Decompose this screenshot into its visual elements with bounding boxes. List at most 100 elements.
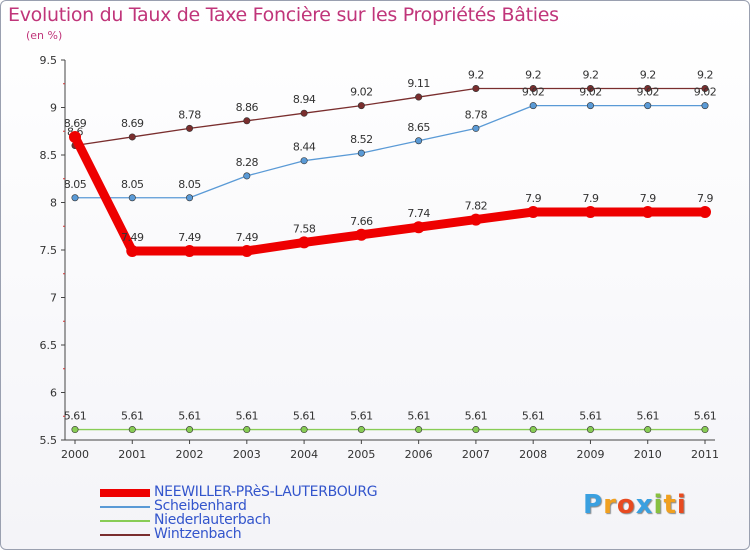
data-point bbox=[529, 426, 537, 434]
data-label: 9.02 bbox=[579, 86, 602, 99]
data-label: 9.2 bbox=[640, 69, 656, 82]
y-tick-label: 9.5 bbox=[40, 54, 58, 67]
data-label: 5.61 bbox=[522, 410, 545, 423]
data-point bbox=[699, 206, 711, 218]
x-tick-label: 2007 bbox=[462, 448, 490, 461]
data-label: 8.78 bbox=[465, 108, 488, 121]
logo-letter: t bbox=[663, 490, 677, 520]
x-tick-label: 2011 bbox=[691, 448, 719, 461]
data-label: 5.61 bbox=[350, 410, 373, 423]
data-label: 5.61 bbox=[465, 410, 488, 423]
data-point bbox=[186, 124, 194, 132]
data-point bbox=[472, 124, 480, 132]
data-label: 9.02 bbox=[522, 86, 545, 99]
data-point bbox=[69, 130, 81, 143]
legend-label: NEEWILLER-PRèS-LAUTERBOURG bbox=[154, 484, 378, 500]
legend-label: Wintzenbach bbox=[154, 526, 242, 542]
data-label: 9.2 bbox=[468, 69, 484, 82]
data-label: 7.9 bbox=[582, 192, 598, 205]
data-label: 9.2 bbox=[582, 69, 598, 82]
data-label: 8.44 bbox=[293, 141, 316, 154]
data-label: 8.94 bbox=[293, 93, 316, 106]
data-point bbox=[243, 117, 251, 125]
legend-label: Scheibenhard bbox=[154, 498, 247, 514]
x-tick-label: 2001 bbox=[118, 448, 146, 461]
proxiti-logo: Proxiti bbox=[583, 490, 687, 520]
x-tick-label: 2004 bbox=[290, 448, 318, 461]
data-label: 8.05 bbox=[178, 178, 201, 191]
data-point bbox=[298, 236, 311, 249]
data-point bbox=[472, 426, 480, 434]
data-point bbox=[128, 194, 136, 202]
legend-item: Wintzenbach bbox=[100, 526, 420, 542]
x-tick-label: 2000 bbox=[61, 448, 89, 461]
legend-item: Scheibenhard bbox=[100, 498, 420, 514]
chart-subtitle: (en %) bbox=[26, 29, 63, 42]
data-label: 9.02 bbox=[636, 86, 659, 99]
x-tick-label: 2005 bbox=[347, 448, 375, 461]
logo-letter: x bbox=[635, 490, 654, 520]
data-point bbox=[529, 102, 537, 110]
data-point bbox=[240, 244, 253, 257]
x-tick-label: 2003 bbox=[233, 448, 261, 461]
data-label: 7.49 bbox=[236, 231, 259, 244]
data-label: 9.11 bbox=[407, 77, 430, 90]
data-point bbox=[641, 206, 654, 218]
y-tick-label: 8 bbox=[50, 197, 57, 210]
data-point bbox=[586, 426, 594, 434]
data-label: 8.28 bbox=[236, 156, 259, 169]
logo-letter: i bbox=[653, 490, 664, 520]
y-tick-label: 7.5 bbox=[40, 244, 58, 257]
data-label: 5.61 bbox=[64, 410, 87, 423]
y-tick-label: 5.5 bbox=[40, 434, 58, 447]
data-label: 8.86 bbox=[236, 101, 259, 114]
series-line bbox=[70, 132, 710, 256]
data-label: 9.2 bbox=[697, 69, 713, 82]
data-label: 7.74 bbox=[407, 207, 430, 220]
data-point bbox=[300, 157, 308, 165]
data-point bbox=[412, 221, 425, 234]
logo-letter: r bbox=[603, 490, 617, 520]
data-point bbox=[586, 85, 594, 93]
legend-swatch bbox=[100, 506, 150, 508]
data-point bbox=[472, 85, 480, 93]
data-label: 8.69 bbox=[64, 117, 87, 130]
data-point bbox=[300, 109, 308, 117]
data-point bbox=[243, 426, 251, 434]
data-label: 7.49 bbox=[121, 231, 144, 244]
data-label: 8.05 bbox=[64, 178, 87, 191]
data-label: 8.05 bbox=[121, 178, 144, 191]
data-label: 7.9 bbox=[697, 192, 713, 205]
data-label: 5.61 bbox=[694, 410, 717, 423]
data-point bbox=[415, 426, 423, 434]
legend-label: Niederlauterbach bbox=[154, 512, 271, 528]
y-tick-label: 6 bbox=[50, 387, 57, 400]
data-label: 7.49 bbox=[178, 231, 201, 244]
data-point bbox=[644, 85, 652, 93]
x-tick-label: 2002 bbox=[176, 448, 204, 461]
data-label: 9.2 bbox=[525, 69, 541, 82]
logo-letter: P bbox=[583, 490, 604, 520]
legend-item: Niederlauterbach bbox=[100, 512, 420, 528]
data-point bbox=[71, 426, 79, 434]
data-label: 9.02 bbox=[694, 86, 717, 99]
data-point bbox=[644, 102, 652, 110]
data-point bbox=[701, 426, 709, 434]
data-label: 8.65 bbox=[407, 121, 430, 134]
data-point bbox=[529, 85, 537, 93]
legend-swatch bbox=[100, 489, 150, 497]
series-line bbox=[74, 104, 706, 199]
legend-item: NEEWILLER-PRèS-LAUTERBOURG bbox=[100, 484, 420, 500]
data-label: 7.66 bbox=[350, 215, 373, 228]
data-label: 5.61 bbox=[178, 410, 201, 423]
data-label: 8.52 bbox=[350, 133, 373, 146]
data-point bbox=[584, 206, 597, 218]
legend-swatch bbox=[100, 534, 150, 536]
data-point bbox=[300, 426, 308, 434]
data-label: 5.61 bbox=[121, 410, 144, 423]
data-label: 7.9 bbox=[525, 192, 541, 205]
series-line bbox=[74, 87, 706, 147]
x-tick-label: 2009 bbox=[576, 448, 604, 461]
